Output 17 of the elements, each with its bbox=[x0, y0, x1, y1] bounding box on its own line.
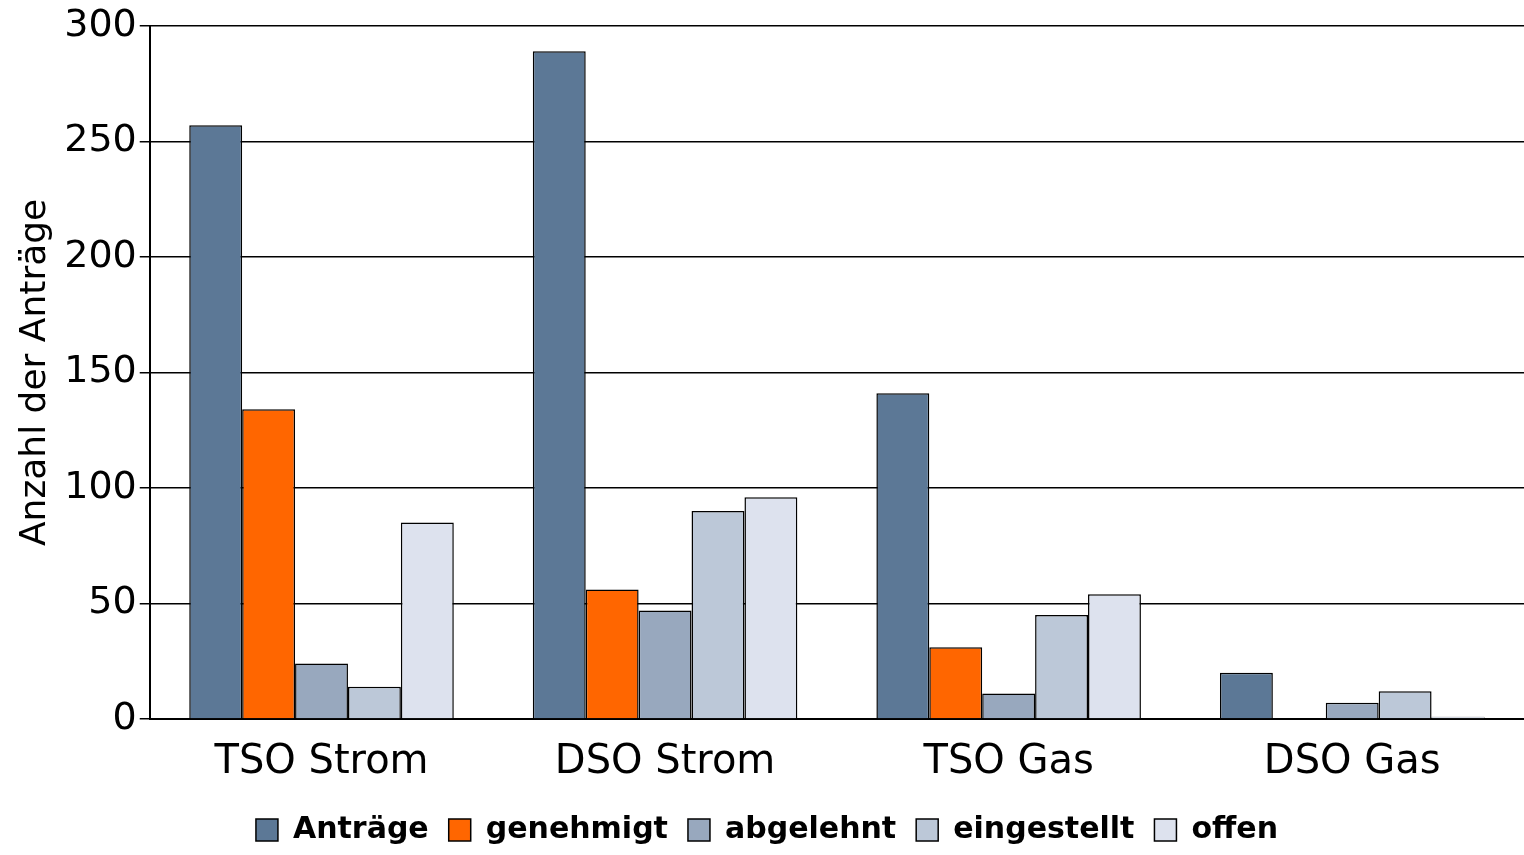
y-tick-label: 0 bbox=[112, 693, 137, 738]
y-tick-label: 200 bbox=[64, 231, 137, 276]
legend-label: offen bbox=[1191, 809, 1279, 845]
x-tick-label: TSO Strom bbox=[213, 736, 429, 783]
legend-label: genehmigt bbox=[485, 809, 668, 845]
x-tick-label: DSO Strom bbox=[554, 736, 776, 783]
y-tick-label: 300 bbox=[64, 0, 137, 45]
y-tick-label: 250 bbox=[64, 116, 137, 161]
legend-label: abgelehnt bbox=[724, 809, 897, 845]
legend-label: Anträge bbox=[292, 809, 429, 845]
x-tick-label: DSO Gas bbox=[1263, 736, 1441, 783]
y-axis-title: Anzahl der Anträge bbox=[11, 198, 53, 547]
legend-label: eingestellt bbox=[953, 809, 1135, 845]
x-tick-label: TSO Gas bbox=[922, 736, 1094, 783]
y-tick-label: 150 bbox=[64, 347, 137, 392]
y-tick-label: 50 bbox=[88, 578, 137, 623]
y-tick-label: 100 bbox=[64, 462, 137, 507]
